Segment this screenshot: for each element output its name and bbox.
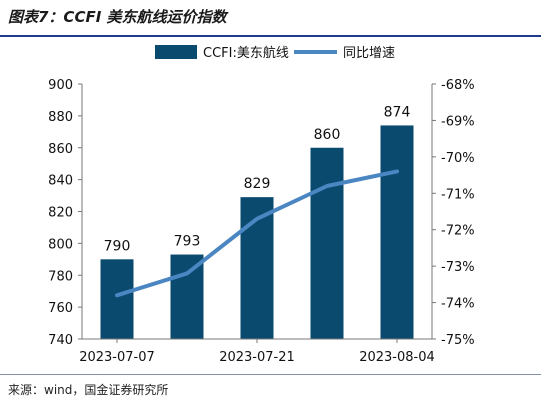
- bar: [310, 147, 344, 339]
- legend-label-bar: CCFI:美东航线: [203, 45, 289, 61]
- bar-data-label: 829: [244, 176, 271, 192]
- source-divider: [0, 374, 541, 375]
- source-note: 来源：wind，国金证券研究所: [8, 383, 169, 397]
- data-labels: 790 793 829 860 874: [104, 104, 411, 254]
- y2-tick-label: -72%: [441, 224, 475, 239]
- y-tick-label: 740: [48, 333, 73, 348]
- legend-label-line: 同比增速: [343, 46, 395, 61]
- bar-data-label: 793: [174, 234, 201, 250]
- y2-tick-label: -75%: [441, 333, 475, 348]
- y2-tick-label: -70%: [441, 151, 475, 166]
- legend-swatch-bar: [155, 45, 197, 59]
- x-tick-label: 2023-07-21: [219, 350, 295, 365]
- bar: [170, 254, 204, 339]
- ccfi-chart: CCFI:美东航线 同比增速 790 793 829 860 874 740 760 780 8…: [48, 45, 475, 365]
- y2-tick-label: -74%: [441, 297, 475, 312]
- y-tick-label: 840: [48, 174, 73, 189]
- title-divider: [0, 35, 541, 37]
- bar: [380, 125, 414, 339]
- y-tick-label: 800: [48, 237, 73, 252]
- y2-tick-label: -69%: [441, 114, 475, 129]
- y-tick-label: 820: [48, 206, 73, 221]
- bar: [100, 259, 134, 339]
- bar-data-label: 860: [314, 127, 341, 143]
- bar-data-label: 874: [384, 104, 411, 120]
- figure-title: 图表7：CCFI 美东航线运价指数: [8, 8, 227, 26]
- y-tick-label: 900: [48, 78, 73, 93]
- y-tick-label: 860: [48, 142, 73, 157]
- y-tick-label: 760: [48, 301, 73, 316]
- bar-data-label: 790: [104, 238, 131, 254]
- x-tick-label: 2023-07-07: [79, 350, 155, 365]
- chart-legend: CCFI:美东航线 同比增速: [155, 45, 395, 61]
- yoy-line: [115, 169, 399, 298]
- y-tick-label: 880: [48, 110, 73, 125]
- y2-tick-label: -68%: [441, 78, 475, 93]
- y-tick-label: 780: [48, 269, 73, 284]
- bar-series: [100, 125, 414, 339]
- chart-axes: 740 760 780 800 820 840 860 880 900 -75% -74% -73% -…: [48, 78, 474, 365]
- y2-tick-label: -71%: [441, 187, 475, 202]
- x-tick-label: 2023-08-04: [359, 350, 435, 365]
- line-series: [115, 169, 399, 298]
- y2-tick-label: -73%: [441, 260, 475, 275]
